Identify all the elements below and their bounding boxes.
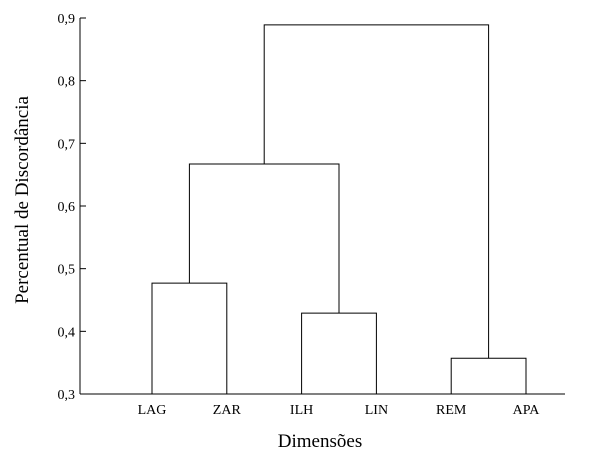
leaf-label-apa: APA	[513, 403, 541, 418]
y-axis: 0,3 0,4 0,5 0,6 0,7 0,8 0,9	[58, 12, 86, 403]
dendrogram-link-1	[151, 282, 228, 394]
y-tick-label: 0,3	[58, 388, 76, 403]
y-tick-label: 0,4	[58, 325, 76, 340]
y-tick-label: 0,7	[58, 137, 76, 152]
x-axis: LAG ZAR ILH LIN REM APA	[80, 393, 565, 418]
dendrogram-link-4	[188, 163, 340, 314]
y-axis-title: Percentual de Discordância	[12, 96, 33, 304]
leaf-label-lin: LIN	[365, 403, 388, 418]
leaf-label-ilh: ILH	[290, 403, 313, 418]
dendrogram-link-3	[450, 357, 527, 394]
dendrogram-link-2	[301, 312, 377, 394]
x-axis-title: Dimensões	[278, 431, 362, 452]
y-tick-label: 0,5	[58, 263, 76, 278]
y-tick-label: 0,8	[58, 75, 76, 90]
y-tick-label: 0,6	[58, 200, 76, 215]
y-tick-label: 0,9	[58, 12, 76, 27]
dendrogram-links	[151, 24, 527, 394]
leaf-label-zar: ZAR	[213, 403, 242, 418]
leaf-label-lag: LAG	[138, 403, 167, 418]
dendrogram-link-5	[263, 24, 490, 359]
leaf-label-rem: REM	[436, 403, 467, 418]
